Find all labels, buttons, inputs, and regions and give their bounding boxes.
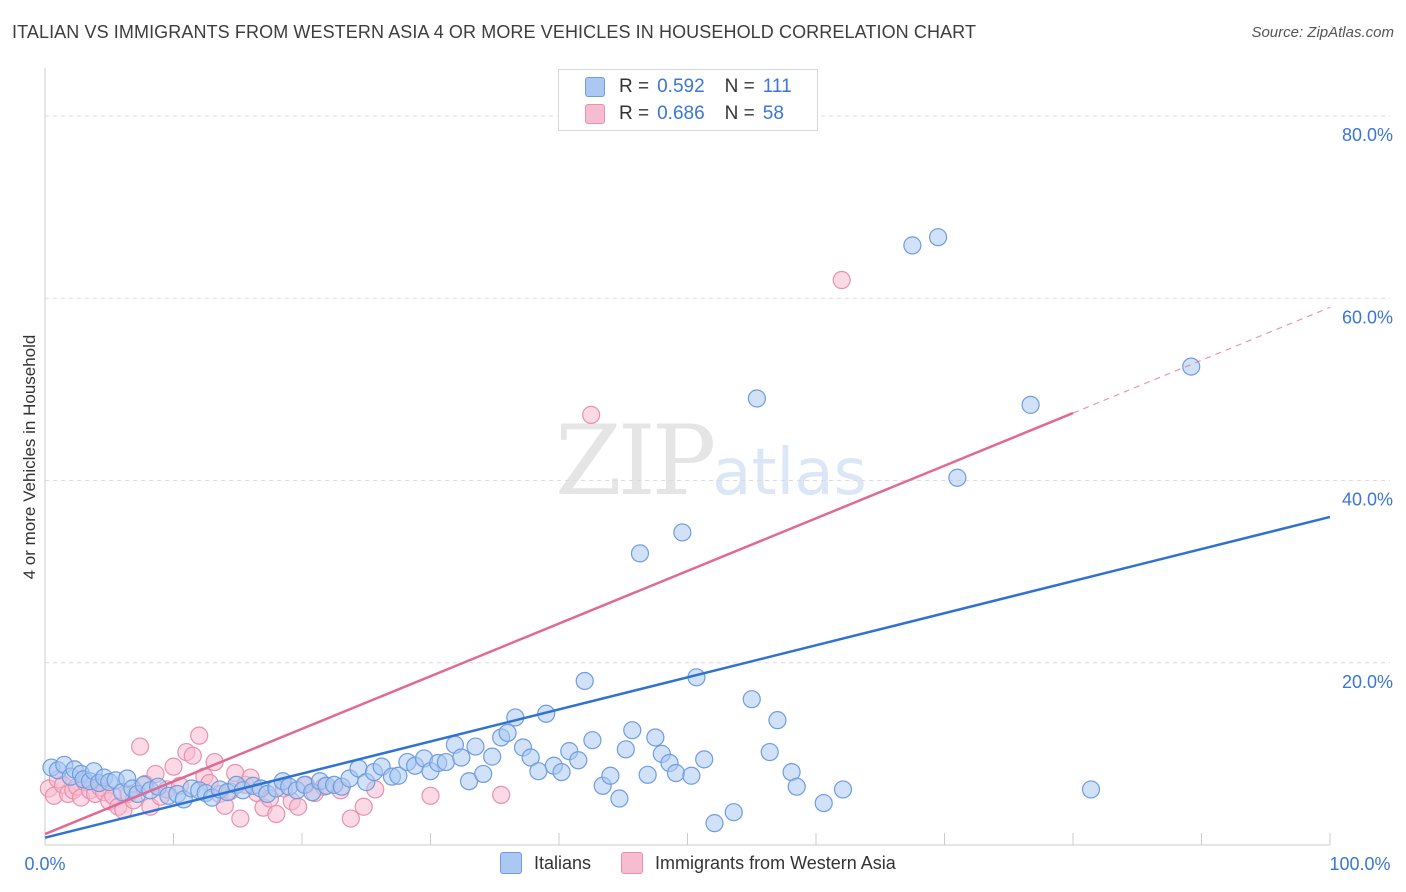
western-asia-point bbox=[341, 809, 360, 828]
italians-point bbox=[747, 389, 766, 408]
italians-point bbox=[630, 544, 650, 563]
italians-point bbox=[436, 752, 456, 772]
italians-point bbox=[616, 740, 635, 759]
italians-point bbox=[569, 751, 588, 770]
italians-point bbox=[452, 748, 471, 767]
stats-legend-row-western-asia: R = 0.686 N = 58 bbox=[585, 103, 784, 125]
italians-point bbox=[575, 671, 594, 691]
western-asia-swatch bbox=[585, 104, 605, 124]
western-asia-point bbox=[164, 757, 183, 776]
italians-point bbox=[724, 803, 743, 822]
y-tick-label: 60.0% bbox=[1342, 307, 1393, 327]
italians-point bbox=[1081, 780, 1101, 799]
r-value: 0.592 bbox=[657, 76, 705, 97]
italians-point bbox=[552, 762, 571, 782]
italians-point bbox=[833, 780, 853, 799]
italians-point bbox=[695, 750, 714, 769]
italians-point bbox=[389, 766, 408, 785]
italians-point bbox=[903, 236, 922, 255]
n-label: N = bbox=[724, 103, 755, 124]
stats-legend: R = 0.592 N = 111 R = 0.686 N = 58 bbox=[558, 69, 818, 131]
italians-point bbox=[760, 742, 779, 762]
italians-point bbox=[483, 747, 502, 766]
western-asia-point bbox=[354, 797, 373, 816]
watermark-zip: ZIP bbox=[555, 405, 716, 517]
western-asia-point bbox=[130, 737, 150, 756]
source-label: Source: ZipAtlas.com bbox=[1251, 24, 1394, 41]
italians-point bbox=[638, 765, 657, 784]
italians-point bbox=[928, 228, 948, 247]
italians-point bbox=[506, 708, 525, 727]
italians-point bbox=[466, 737, 485, 756]
n-value: 58 bbox=[762, 103, 784, 124]
western-asia-legend-swatch bbox=[621, 852, 644, 874]
x-tick-label: 100.0% bbox=[1329, 854, 1390, 874]
stats-legend-row-italians: R = 0.592 N = 111 bbox=[585, 76, 792, 98]
western-asia-trend-line bbox=[44, 411, 1074, 836]
legend-item-italians[interactable]: Italians bbox=[500, 852, 591, 874]
italians-point bbox=[814, 793, 833, 813]
chart-title: ITALIAN VS IMMIGRANTS FROM WESTERN ASIA … bbox=[12, 22, 977, 42]
western-asia-point bbox=[231, 809, 250, 828]
western-asia-point bbox=[492, 785, 511, 804]
western-asia-point bbox=[183, 746, 202, 765]
r-label: R = bbox=[619, 76, 650, 97]
western-asia-point bbox=[289, 797, 308, 816]
italians-point bbox=[610, 789, 629, 808]
y-axis-label: 4 or more Vehicles in Household bbox=[20, 334, 39, 580]
italians-point bbox=[666, 763, 686, 783]
y-tick-label: 80.0% bbox=[1342, 125, 1393, 145]
italians-point bbox=[529, 762, 548, 781]
watermark-atlas: atlas bbox=[712, 436, 867, 510]
italians-point bbox=[474, 764, 493, 784]
italians-point bbox=[682, 766, 701, 785]
italians-point bbox=[623, 721, 642, 740]
italians-legend-swatch bbox=[500, 852, 522, 874]
italians-swatch bbox=[585, 77, 605, 97]
italians-point bbox=[673, 523, 692, 542]
legend-label-western-asia: Immigrants from Western Asia bbox=[655, 852, 896, 873]
italians-point bbox=[521, 748, 540, 767]
x-tick-label: 0.0% bbox=[24, 854, 65, 874]
western-asia-trend-extension bbox=[1072, 306, 1331, 414]
italians-trend-line bbox=[44, 515, 1331, 839]
western-asia-point bbox=[832, 270, 851, 290]
n-label: N = bbox=[724, 76, 755, 97]
italians-point bbox=[705, 814, 724, 833]
western-asia-point bbox=[582, 405, 601, 424]
italians-point bbox=[948, 468, 967, 487]
western-asia-point bbox=[267, 804, 286, 824]
series-legend: Italians Immigrants from Western Asia bbox=[500, 852, 926, 874]
y-tick-label: 20.0% bbox=[1342, 672, 1393, 692]
italians-point bbox=[1021, 395, 1040, 414]
italians-point bbox=[787, 777, 806, 796]
italians-point bbox=[459, 772, 479, 791]
y-tick-label: 40.0% bbox=[1342, 490, 1393, 510]
italians-point bbox=[583, 731, 602, 750]
italians-point bbox=[646, 728, 665, 747]
italians-point bbox=[768, 711, 787, 730]
n-value: 111 bbox=[762, 76, 792, 97]
legend-item-western-asia[interactable]: Immigrants from Western Asia bbox=[621, 852, 896, 874]
italians-point bbox=[742, 690, 761, 709]
western-asia-point bbox=[190, 726, 209, 745]
watermark: ZIPatlas bbox=[555, 405, 867, 517]
r-value: 0.686 bbox=[657, 103, 705, 124]
r-label: R = bbox=[619, 103, 650, 124]
legend-label-italians: Italians bbox=[534, 852, 592, 873]
italians-point bbox=[498, 723, 517, 743]
western-asia-point bbox=[421, 786, 440, 805]
italians-point bbox=[601, 766, 620, 785]
